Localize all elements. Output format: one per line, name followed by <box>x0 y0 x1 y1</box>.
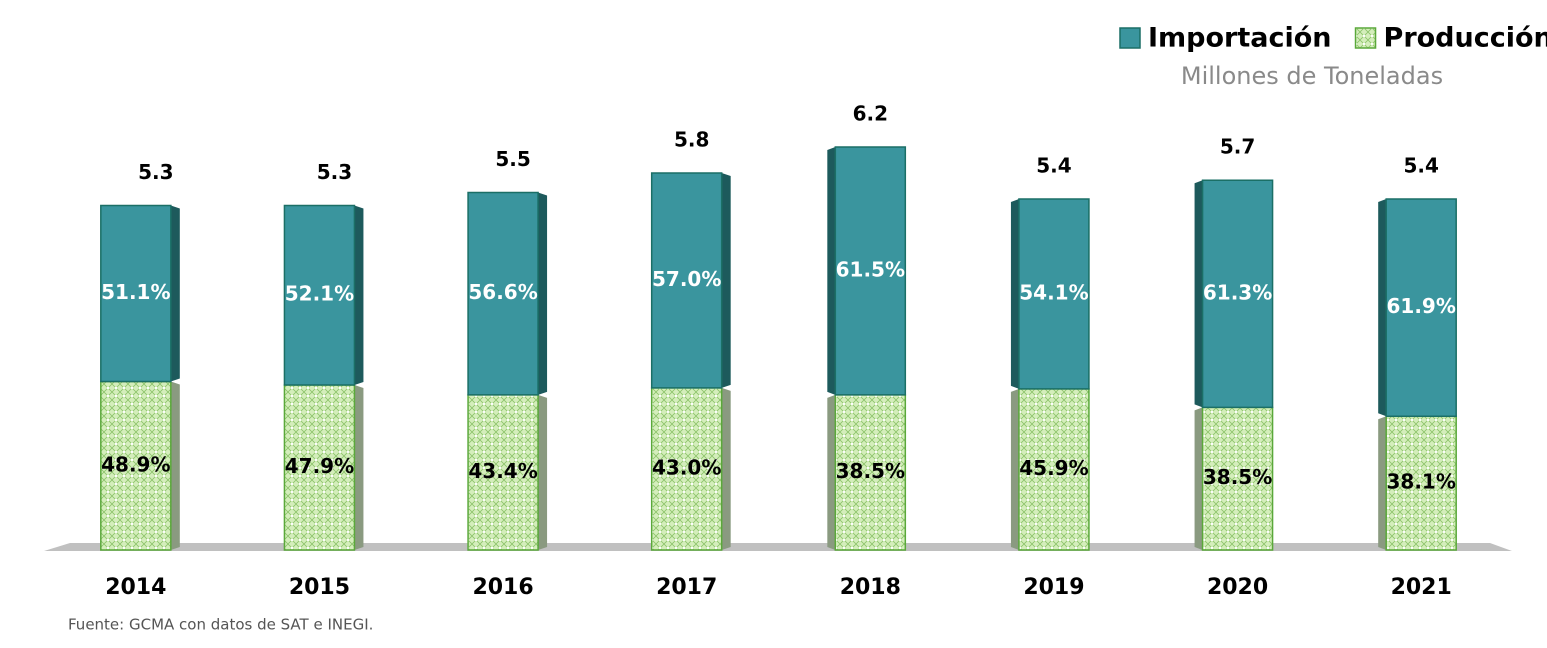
value-label: 61.9% <box>1386 294 1455 318</box>
value-label: 43.0% <box>652 455 721 479</box>
x-tick-label: 2014 <box>105 575 166 600</box>
total-label: 5.5 <box>495 147 530 171</box>
value-label: 51.1% <box>101 280 170 304</box>
floor <box>44 543 1512 551</box>
bar-side <box>538 394 548 550</box>
x-tick-label: 2021 <box>1391 575 1452 600</box>
bar-side <box>827 147 836 395</box>
bar-side <box>721 173 731 388</box>
bar-side <box>1194 180 1203 408</box>
x-tick-label: 2017 <box>656 575 717 600</box>
bar-segment <box>467 191 539 396</box>
value-label: 47.9% <box>285 454 354 478</box>
bar-side <box>1010 388 1019 550</box>
bar-segment <box>834 394 907 551</box>
legend-label: Producción <box>1384 23 1547 54</box>
x-tick-label: 2018 <box>840 575 901 600</box>
bar-segment <box>1385 198 1457 418</box>
source-note: Fuente: GCMA con datos de SAT e INEGI. <box>68 616 373 634</box>
bar-side <box>1378 416 1387 550</box>
value-label: 61.5% <box>836 257 905 281</box>
value-label: 43.4% <box>468 459 537 483</box>
total-label: 6.2 <box>853 102 888 126</box>
total-label: 5.4 <box>1036 154 1071 178</box>
value-label: 38.5% <box>1203 465 1272 489</box>
x-tick-label: 2015 <box>289 575 350 600</box>
total-label: 5.4 <box>1403 154 1438 178</box>
bar-segment <box>650 172 723 389</box>
bar-segment <box>100 380 172 551</box>
value-label: 48.9% <box>101 452 170 476</box>
bar-segment <box>1018 388 1090 551</box>
x-tick-label: 2019 <box>1023 575 1084 600</box>
value-label: 54.1% <box>1019 280 1088 304</box>
legend-label: Importación <box>1148 23 1332 54</box>
bar-segment <box>467 394 539 551</box>
value-label: 38.1% <box>1386 470 1455 494</box>
value-label: 56.6% <box>468 280 537 304</box>
total-label: 5.3 <box>317 160 352 184</box>
x-tick-label: 2020 <box>1207 575 1268 600</box>
bar-segment <box>1385 415 1457 551</box>
total-label: 5.7 <box>1220 135 1255 159</box>
legend-swatch <box>1119 27 1141 49</box>
total-label: 5.3 <box>138 160 173 184</box>
value-label: 38.5% <box>836 459 905 483</box>
bar-segment <box>1201 179 1274 409</box>
bar-side <box>1194 407 1203 550</box>
bar-side <box>170 205 180 382</box>
value-label: 57.0% <box>652 267 721 291</box>
bar-side <box>170 381 180 550</box>
bar-side <box>721 387 731 550</box>
bar-segment <box>834 146 907 396</box>
bar-side <box>354 205 364 385</box>
x-tick-label: 2016 <box>472 575 533 600</box>
bar-side <box>1378 199 1387 417</box>
value-label: 45.9% <box>1019 456 1088 480</box>
bar-side <box>827 394 836 550</box>
legend-swatch <box>1354 27 1377 49</box>
bar-side <box>354 384 364 550</box>
total-label: 5.8 <box>674 128 709 152</box>
value-label: 61.3% <box>1203 280 1272 304</box>
bar-segment <box>100 204 172 383</box>
bar-side <box>538 192 548 395</box>
chart-subtitle: Millones de Toneladas <box>1181 62 1443 90</box>
value-label: 52.1% <box>285 282 354 306</box>
bar-segment <box>1018 198 1090 390</box>
bar-side <box>1010 199 1019 389</box>
bar-segment <box>1201 406 1274 551</box>
bar-segment <box>650 387 723 551</box>
bar-segment <box>283 204 356 386</box>
